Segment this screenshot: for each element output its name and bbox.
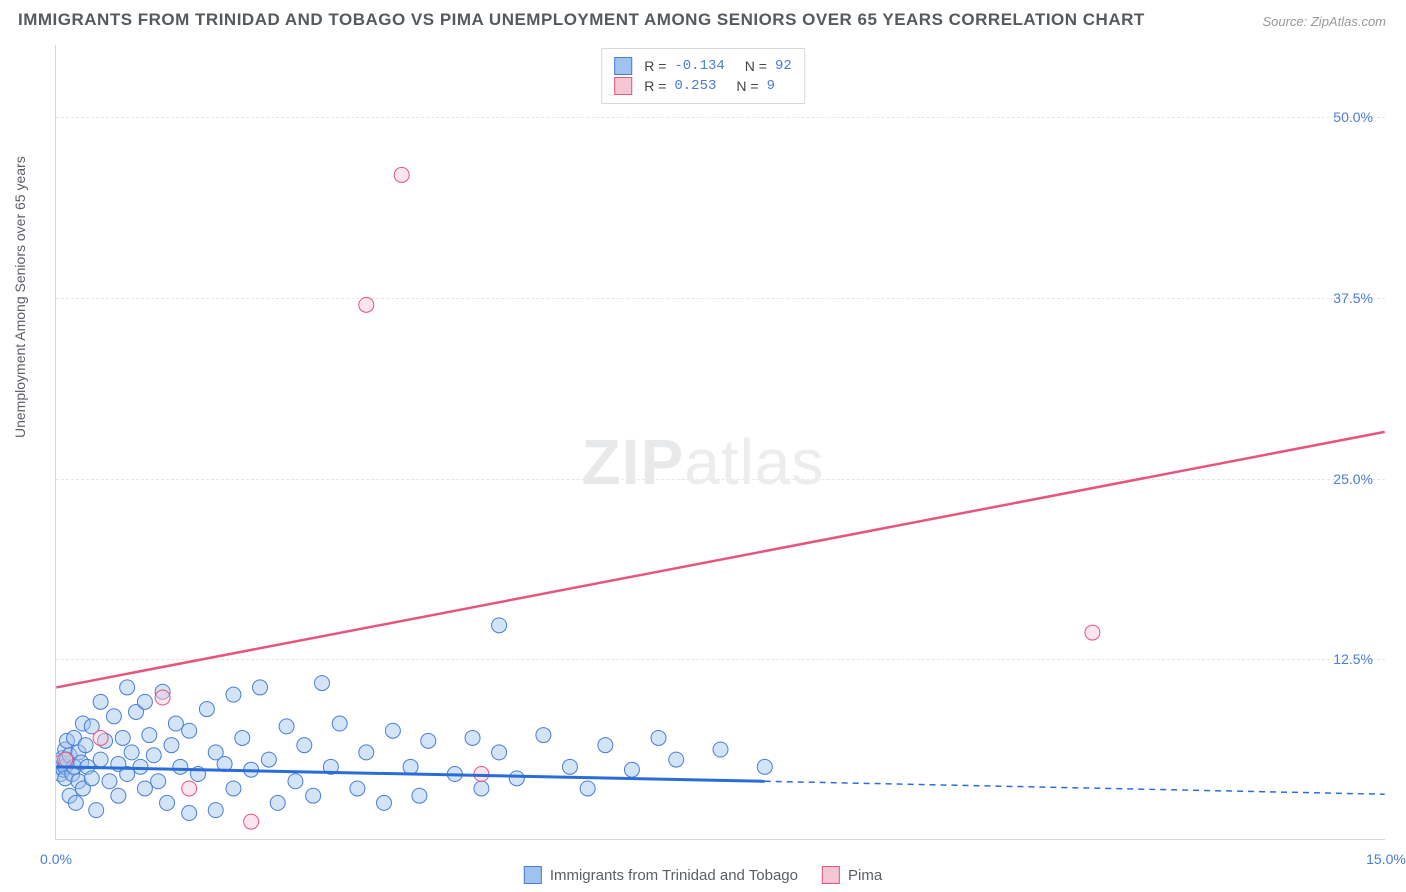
- data-point: [102, 774, 117, 789]
- legend-label: Immigrants from Trinidad and Tobago: [550, 867, 798, 884]
- data-point: [315, 676, 330, 691]
- r-value: 0.253: [674, 78, 716, 94]
- data-point: [598, 738, 613, 753]
- trend-line-dashed: [765, 781, 1385, 794]
- legend-label: Pima: [848, 867, 882, 884]
- legend-stat-row: R = 0.253 N = 9: [614, 77, 792, 95]
- data-point: [244, 814, 259, 829]
- data-point: [160, 795, 175, 810]
- data-point: [394, 167, 409, 182]
- data-point: [412, 788, 427, 803]
- data-point: [93, 694, 108, 709]
- data-point: [93, 730, 108, 745]
- data-point: [133, 759, 148, 774]
- data-point: [208, 803, 223, 818]
- data-point: [155, 690, 170, 705]
- x-tick-label: 0.0%: [40, 851, 72, 867]
- data-point: [492, 745, 507, 760]
- r-label: R =: [644, 78, 666, 94]
- data-point: [713, 742, 728, 757]
- data-point: [279, 719, 294, 734]
- legend-stat-row: R = -0.134 N = 92: [614, 57, 792, 75]
- data-point: [182, 723, 197, 738]
- data-point: [492, 618, 507, 633]
- chart-title: IMMIGRANTS FROM TRINIDAD AND TOBAGO VS P…: [18, 10, 1145, 30]
- legend-swatch: [614, 57, 632, 75]
- data-point: [253, 680, 268, 695]
- data-point: [142, 728, 157, 743]
- legend-stats: R = -0.134 N = 92 R = 0.253 N = 9: [601, 48, 805, 104]
- data-point: [106, 709, 121, 724]
- data-point: [68, 795, 83, 810]
- data-point: [226, 687, 241, 702]
- data-point: [151, 774, 166, 789]
- source-attribution: Source: ZipAtlas.com: [1262, 14, 1386, 29]
- data-point: [536, 728, 551, 743]
- data-point: [1085, 625, 1100, 640]
- data-point: [261, 752, 276, 767]
- data-point: [182, 781, 197, 796]
- data-point: [182, 806, 197, 821]
- data-point: [403, 759, 418, 774]
- legend-item: Immigrants from Trinidad and Tobago: [524, 866, 798, 884]
- data-point: [115, 730, 130, 745]
- data-point: [235, 730, 250, 745]
- data-point: [651, 730, 666, 745]
- data-point: [757, 759, 772, 774]
- n-value: 92: [775, 58, 792, 74]
- data-point: [173, 759, 188, 774]
- data-point: [120, 680, 135, 695]
- data-point: [385, 723, 400, 738]
- n-value: 9: [767, 78, 775, 94]
- data-point: [111, 788, 126, 803]
- n-label: N =: [736, 78, 758, 94]
- data-point: [297, 738, 312, 753]
- data-point: [93, 752, 108, 767]
- data-point: [124, 745, 139, 760]
- data-point: [669, 752, 684, 767]
- legend-swatch: [524, 866, 542, 884]
- legend-swatch: [822, 866, 840, 884]
- data-point: [624, 762, 639, 777]
- data-point: [465, 730, 480, 745]
- data-point: [306, 788, 321, 803]
- data-point: [84, 771, 99, 786]
- x-tick-label: 15.0%: [1366, 851, 1406, 867]
- data-point: [288, 774, 303, 789]
- data-point: [78, 738, 93, 753]
- legend-swatch: [614, 77, 632, 95]
- data-point: [199, 702, 214, 717]
- data-point: [474, 781, 489, 796]
- data-point: [89, 803, 104, 818]
- data-point: [562, 759, 577, 774]
- data-point: [332, 716, 347, 731]
- plot-area: 12.5%25.0%37.5%50.0%0.0%15.0%: [55, 45, 1385, 840]
- data-point: [164, 738, 179, 753]
- chart-svg: [56, 45, 1385, 839]
- trend-line: [56, 432, 1384, 688]
- data-point: [359, 745, 374, 760]
- n-label: N =: [745, 58, 767, 74]
- legend-item: Pima: [822, 866, 882, 884]
- data-point: [226, 781, 241, 796]
- r-value: -0.134: [674, 58, 724, 74]
- data-point: [137, 781, 152, 796]
- data-point: [168, 716, 183, 731]
- data-point: [137, 694, 152, 709]
- data-point: [376, 795, 391, 810]
- data-point: [270, 795, 285, 810]
- data-point: [509, 771, 524, 786]
- data-point: [421, 733, 436, 748]
- r-label: R =: [644, 58, 666, 74]
- data-point: [580, 781, 595, 796]
- data-point: [350, 781, 365, 796]
- data-point: [359, 297, 374, 312]
- legend-series: Immigrants from Trinidad and Tobago Pima: [524, 866, 882, 884]
- data-point: [146, 748, 161, 763]
- data-point: [58, 752, 73, 767]
